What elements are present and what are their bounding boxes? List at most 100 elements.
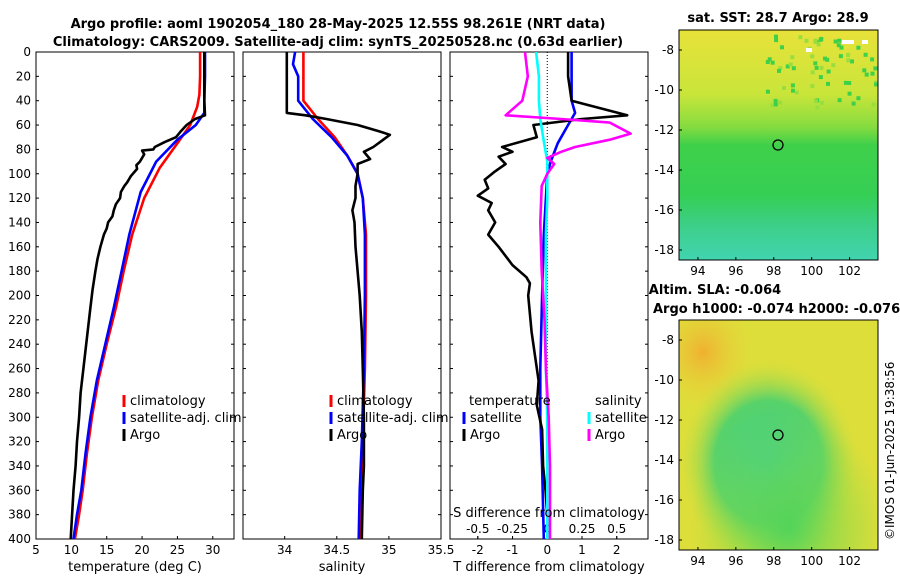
sst-pixel	[818, 75, 823, 80]
sst-map-ticks: 94 96 98 100 102 -8 -10 -12 -14 -16 -18	[654, 43, 861, 278]
map-x-tick-label: 94	[690, 554, 705, 568]
sst-pixel	[836, 43, 841, 48]
sst-pixel	[846, 53, 851, 57]
sst-pixel	[816, 42, 821, 47]
sla-map-title-line1: Altim. SLA: -0.064	[649, 283, 781, 298]
sst-pixel	[791, 88, 795, 93]
map-x-tick-label: 94	[690, 264, 705, 278]
x-tick-label: -0.25	[497, 522, 528, 536]
sst-pixel	[847, 91, 852, 96]
sst-pixel	[831, 63, 836, 68]
map-x-tick-label: 98	[766, 264, 781, 278]
legend-label-s-satellite: satellite	[595, 411, 647, 426]
series-line-s-argo	[504, 52, 632, 539]
map-x-tick-label: 100	[800, 554, 823, 568]
legend-title-temperature: temperature	[469, 394, 551, 409]
sst-pixel	[804, 38, 809, 43]
depth-tick-label: 100	[8, 167, 31, 181]
map-x-tick-label: 96	[728, 554, 743, 568]
temperature-series	[69, 52, 207, 539]
sst-pixel	[810, 54, 815, 59]
sst-pixel	[813, 38, 818, 43]
legend-label-t-argo: Argo	[470, 428, 500, 443]
difference-series	[476, 52, 632, 539]
legend-label-t-satellite: satellite	[470, 411, 522, 426]
sst-pixel	[810, 70, 815, 75]
x-tick-label: 34.5	[323, 543, 350, 557]
salinity-series	[285, 52, 392, 539]
x-tick-label: 2	[613, 543, 621, 557]
map-y-tick-label: -10	[654, 83, 674, 97]
map-y-tick-label: -18	[654, 533, 674, 547]
depth-tick-label: 20	[16, 69, 31, 83]
x-tick-label: 5	[32, 543, 40, 557]
x-tick-label: 10	[64, 543, 79, 557]
legend-label-s-argo: Argo	[595, 428, 625, 443]
map-y-tick-label: -16	[654, 493, 674, 507]
sst-pixel	[837, 98, 842, 103]
sst-missing-pixel	[806, 48, 812, 52]
map-y-tick-label: -10	[654, 373, 674, 387]
sst-pixel	[773, 98, 778, 103]
depth-tick-label: 220	[8, 313, 31, 327]
map-y-tick-label: -8	[662, 333, 674, 347]
sst-pixel	[856, 45, 861, 50]
sst-pixel	[798, 35, 803, 40]
x-tick-label: 35	[381, 543, 396, 557]
sst-pixel	[788, 62, 793, 67]
sst-pixel	[863, 52, 868, 57]
salinity-xlabel: salinity	[319, 560, 366, 575]
sst-argo-marker	[772, 139, 784, 151]
legend-title-salinity: salinity	[595, 394, 642, 409]
legend-label-climatology: climatology	[130, 394, 206, 409]
sst-pixel	[864, 72, 869, 77]
difference-legend: temperature satellite Argo salinity sate…	[462, 394, 647, 443]
salinity-legend: climatology satellite-adj. clim Argo	[329, 394, 449, 443]
difference-xlabel: T difference from climatology	[452, 560, 645, 575]
sst-pixel	[780, 45, 784, 50]
sst-pixel	[873, 66, 878, 71]
map-x-tick-label: 102	[838, 264, 861, 278]
depth-tick-label: 80	[16, 142, 31, 156]
x-tick-label: -2	[472, 543, 484, 557]
difference-x2label: S difference from climatology	[453, 506, 645, 521]
sst-pixel	[819, 65, 824, 70]
sst-speckle	[765, 34, 878, 110]
sst-missing-pixel	[842, 40, 848, 44]
map-y-tick-label: -12	[654, 123, 674, 137]
depth-tick-label: 200	[8, 289, 31, 303]
x-tick-label: 34	[277, 543, 292, 557]
sst-pixel	[826, 81, 830, 86]
depth-tick-labels: 0 20 40 60 80 100 120 140 160 180 200 220 240 260 280 3…	[8, 45, 648, 546]
sst-pixel	[765, 60, 770, 64]
sst-map-frame	[678, 29, 879, 261]
sst-pixel	[815, 105, 820, 110]
sst-pixel	[791, 66, 796, 71]
sst-pixel	[826, 69, 831, 74]
sst-pixel	[846, 58, 851, 63]
depth-tick-label: 120	[8, 191, 31, 205]
depth-tick-label: 320	[8, 435, 31, 449]
map-y-tick-label: -16	[654, 203, 674, 217]
map-x-tick-label: 96	[728, 264, 743, 278]
sst-pixel	[785, 64, 790, 69]
x-tick-label: 35.5	[428, 543, 455, 557]
depth-tick-label: 160	[8, 240, 31, 254]
sst-map	[678, 29, 879, 261]
x-tick-label: 1	[578, 543, 586, 557]
sla-map-title-line2: Argo h1000: -0.074 h2000: -0.076	[653, 302, 900, 317]
legend-label-argo: Argo	[130, 428, 160, 443]
series-line-argo	[69, 52, 207, 539]
sst-pixel	[818, 37, 823, 42]
sst-pixel	[778, 100, 783, 105]
sst-pixel	[819, 101, 824, 105]
depth-tick-label: 300	[8, 410, 31, 424]
sst-pixel	[782, 86, 786, 90]
depth-tick-label: 180	[8, 264, 31, 278]
sst-pixel	[862, 68, 867, 73]
sst-pixel	[837, 38, 842, 43]
x-tick-label: -1	[507, 543, 519, 557]
sst-map-title: sat. SST: 28.7 Argo: 28.9	[687, 11, 868, 26]
salinity-x-ticks: 34 34.5 35 35.5	[277, 536, 454, 557]
